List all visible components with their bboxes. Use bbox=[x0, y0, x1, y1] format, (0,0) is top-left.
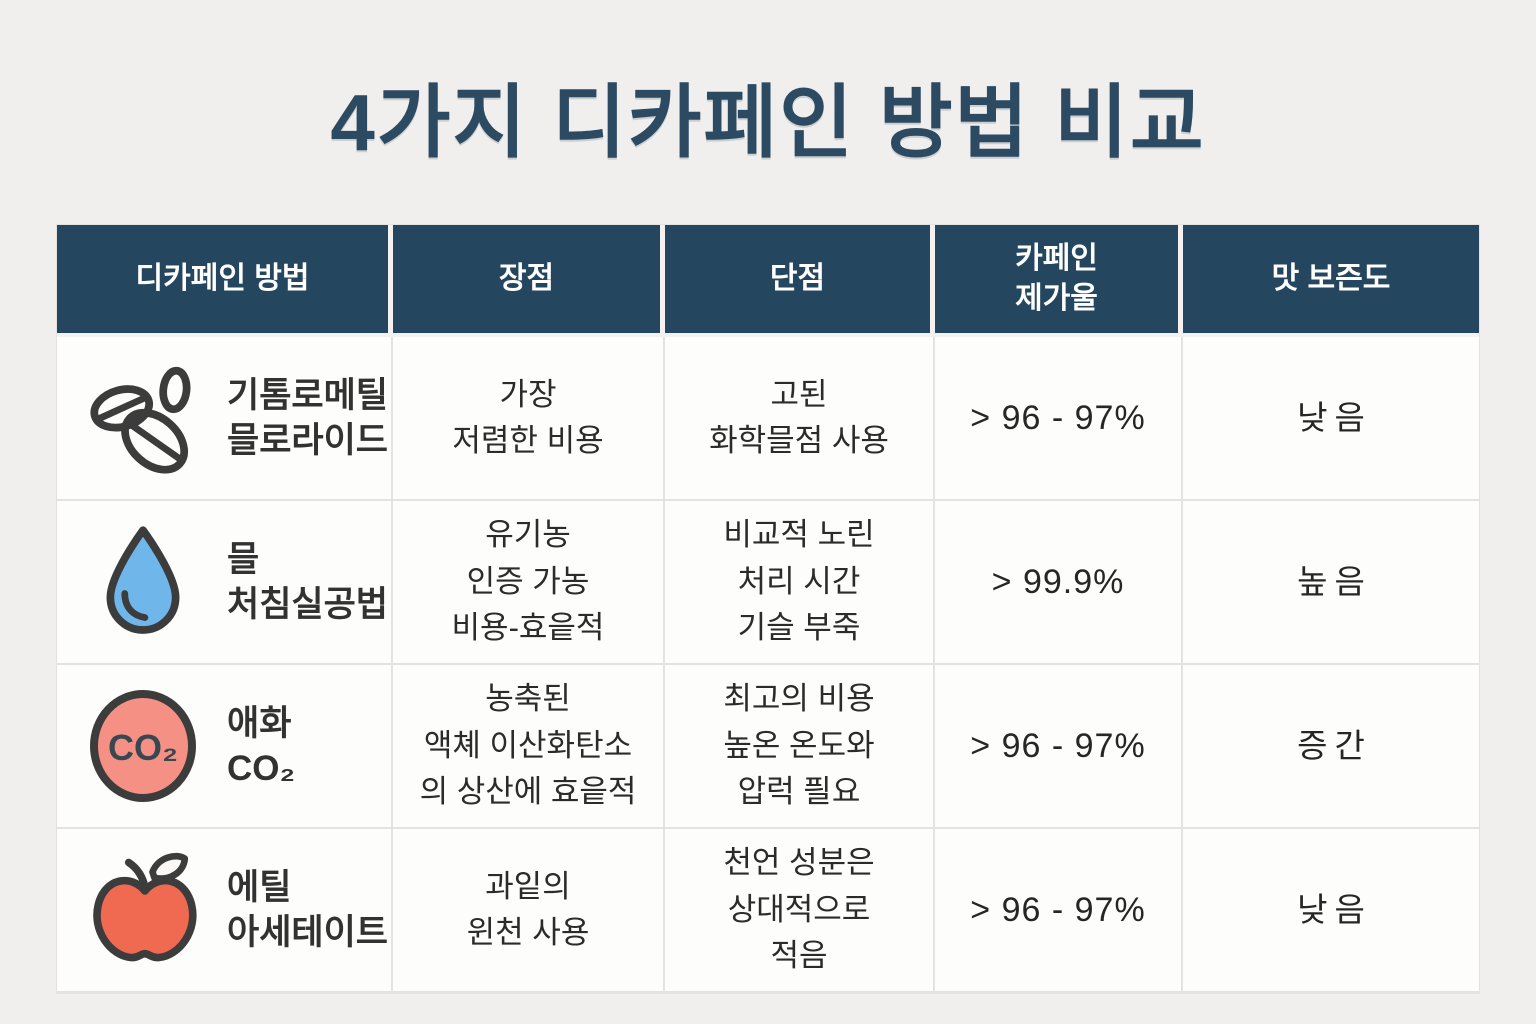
taste-cell: 낮음 bbox=[1183, 829, 1479, 993]
coffee-beans-icon bbox=[83, 353, 203, 483]
method-cell: CO₂ 애화 CO₂ bbox=[57, 665, 393, 829]
method-cell: 에틸 아세테이트 bbox=[57, 829, 393, 993]
removal-cell: > 96 - 97% bbox=[935, 829, 1183, 993]
water-drop-icon bbox=[83, 517, 203, 647]
pros-cell: 유기농 인증 가농 비용-효읕적 bbox=[393, 501, 665, 665]
method-name: 에틸 아세테이트 bbox=[227, 867, 389, 953]
comparison-table: 디카페인 방법 장점 단점 카페인 제가울 맛 보즌도 기톰로메틸 믈로라이드 … bbox=[57, 225, 1479, 993]
taste-cell: 증간 bbox=[1183, 665, 1479, 829]
cons-cell: 비교적 노린 처리 시간 기슬 부죽 bbox=[665, 501, 935, 665]
header-method: 디카페인 방법 bbox=[57, 225, 393, 337]
cons-cell: 고된 화학믈점 사용 bbox=[665, 337, 935, 501]
cons-cell: 천언 성분은 상대적으로 적음 bbox=[665, 829, 935, 993]
taste-cell: 낮음 bbox=[1183, 337, 1479, 501]
removal-cell: > 96 - 97% bbox=[935, 665, 1183, 829]
header-removal: 카페인 제가울 bbox=[935, 225, 1183, 337]
method-name: 믈 처침실공법 bbox=[227, 539, 389, 625]
apple-icon bbox=[83, 845, 203, 975]
removal-cell: > 99.9% bbox=[935, 501, 1183, 665]
method-name: 기톰로메틸 믈로라이드 bbox=[227, 375, 389, 461]
taste-cell: 높음 bbox=[1183, 501, 1479, 665]
pros-cell: 과잍의 윈천 사용 bbox=[393, 829, 665, 993]
header-cons: 단점 bbox=[665, 225, 935, 337]
removal-cell: > 96 - 97% bbox=[935, 337, 1183, 501]
method-cell: 믈 처침실공법 bbox=[57, 501, 393, 665]
header-pros: 장점 bbox=[393, 225, 665, 337]
co2-icon: CO₂ bbox=[83, 681, 203, 811]
method-cell: 기톰로메틸 믈로라이드 bbox=[57, 337, 393, 501]
cons-cell: 최고의 비용 높온 온도와 압럭 픨요 bbox=[665, 665, 935, 829]
page-title: 4가지 디카페인 방법 비교 bbox=[330, 78, 1206, 167]
pros-cell: 가장 저렴한 비용 bbox=[393, 337, 665, 501]
method-name: 애화 CO₂ bbox=[227, 703, 296, 789]
co2-badge-label: CO₂ bbox=[108, 727, 178, 768]
header-taste: 맛 보즌도 bbox=[1183, 225, 1479, 337]
pros-cell: 농축된 액쳬 이산화탄소 의 상산에 효읕적 bbox=[393, 665, 665, 829]
